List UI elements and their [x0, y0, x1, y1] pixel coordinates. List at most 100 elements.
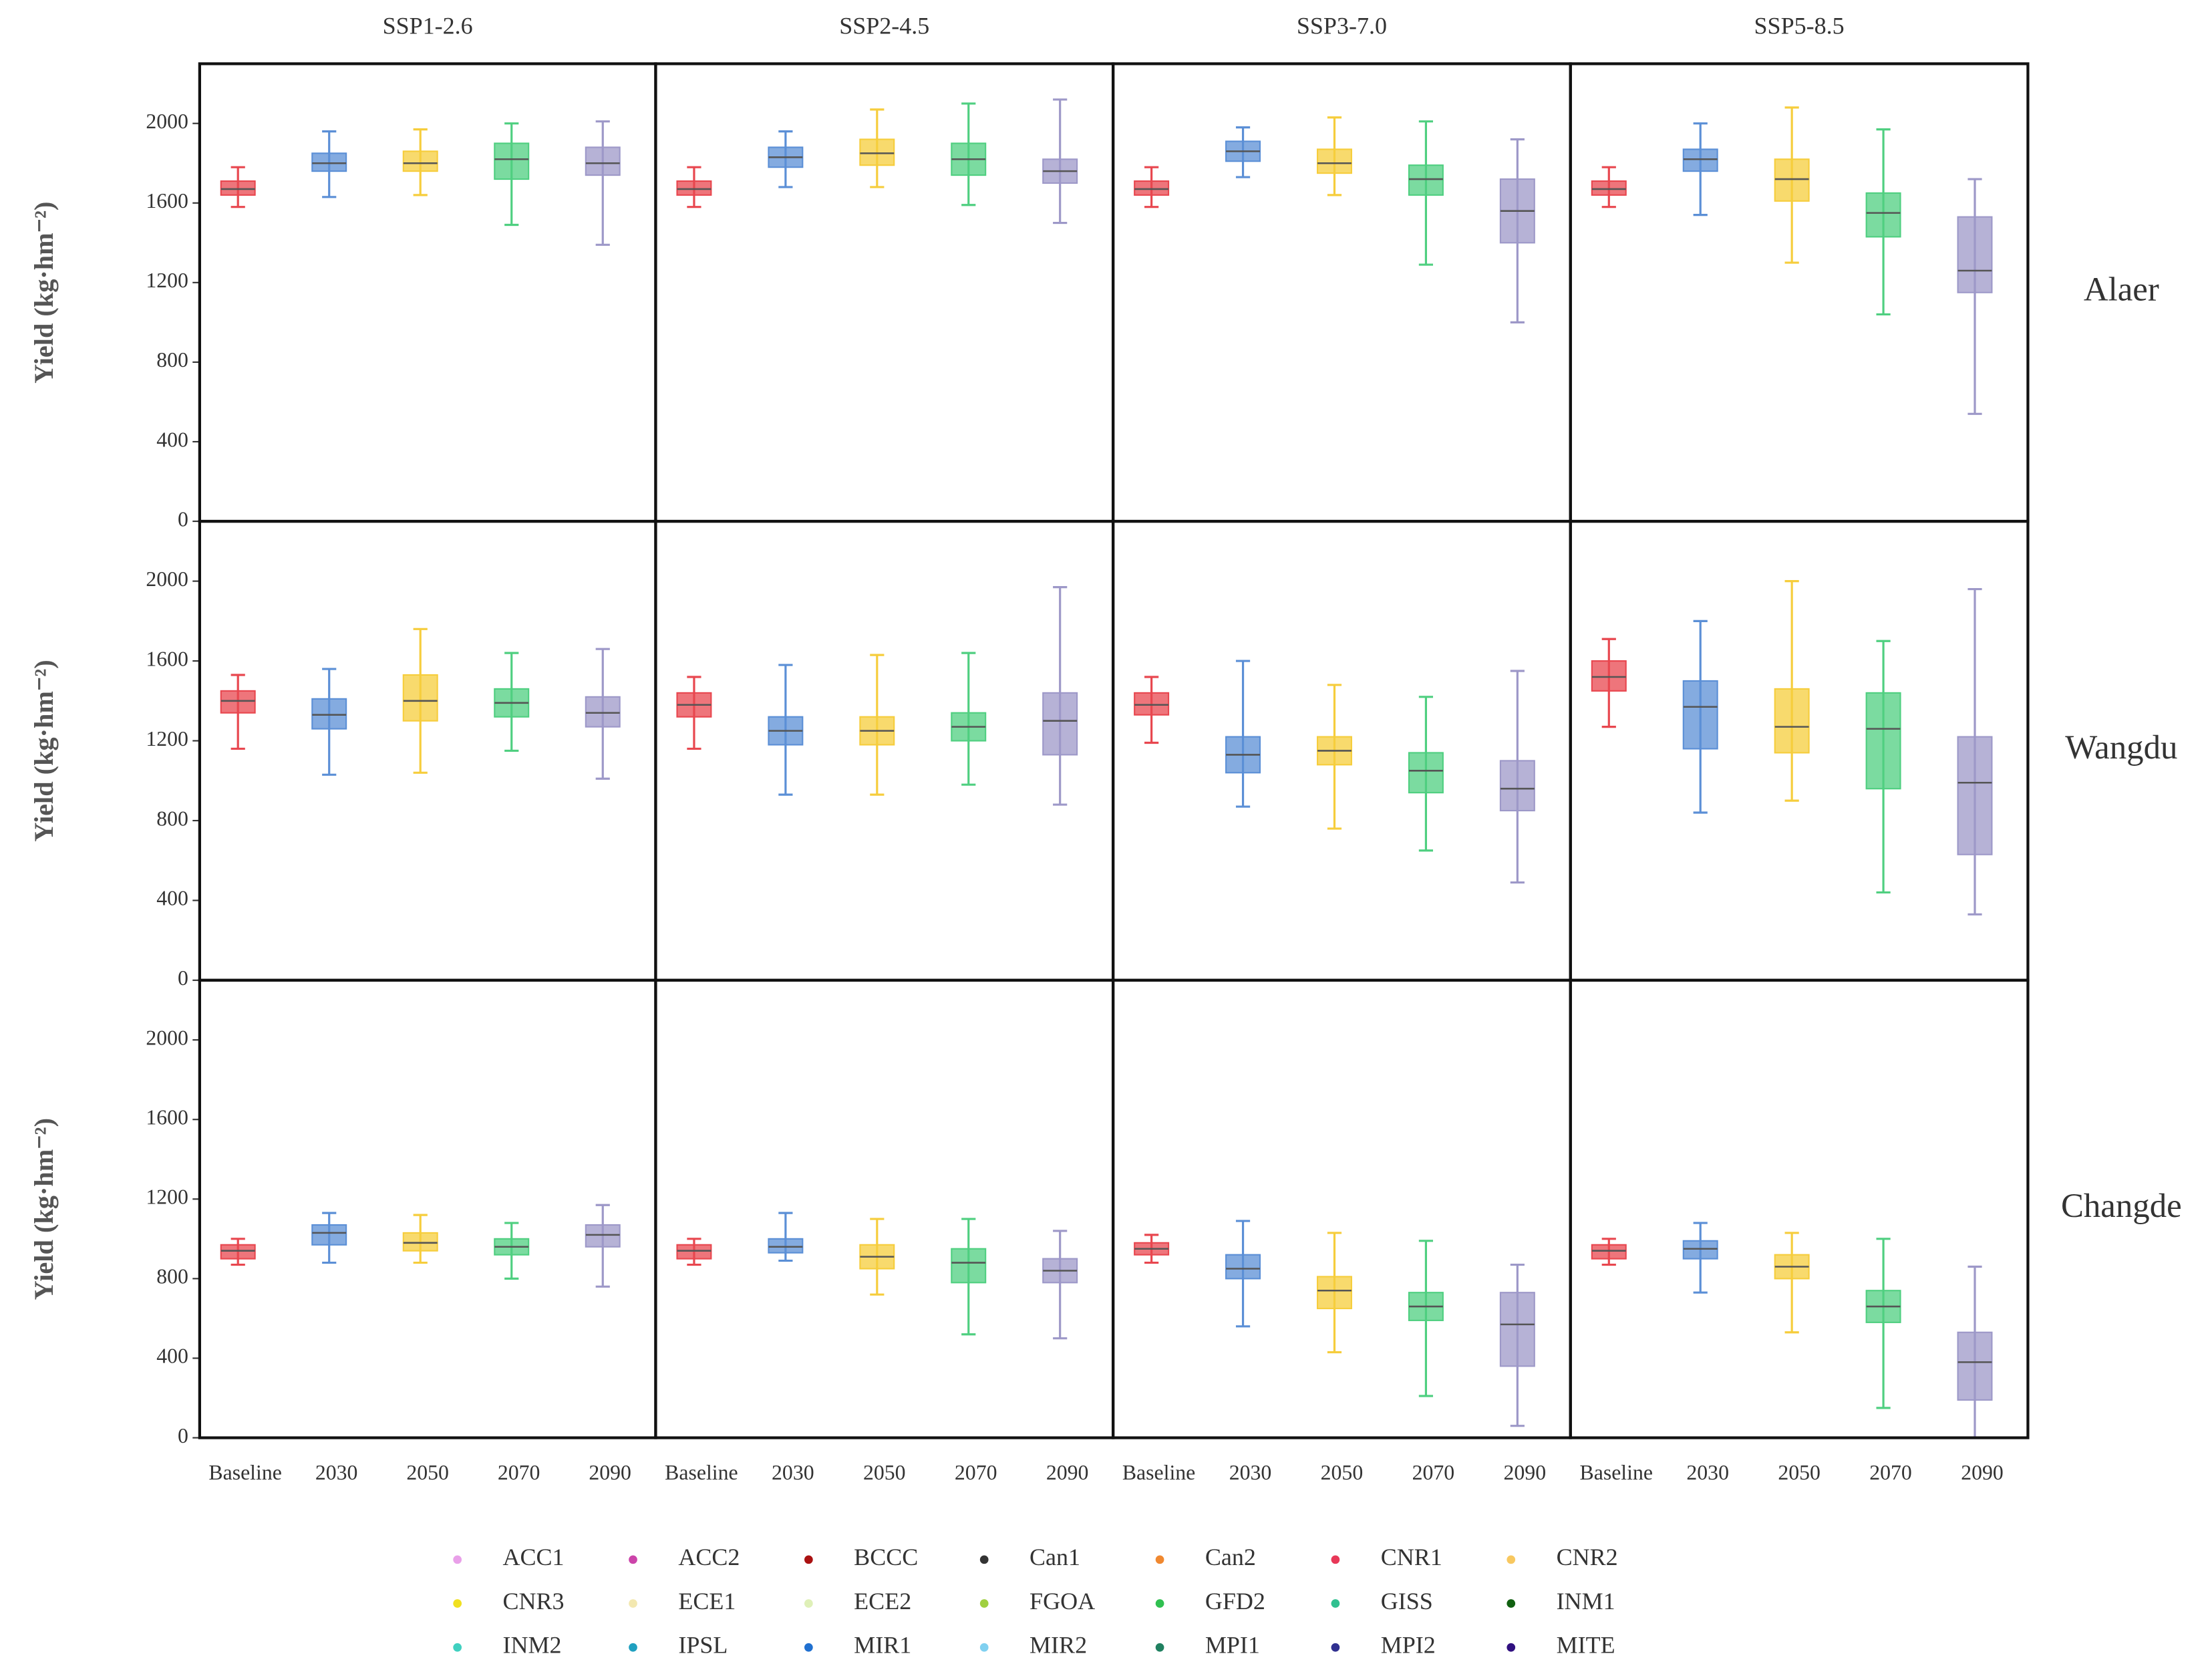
y-tick-label: 2000 — [146, 567, 188, 591]
box — [1957, 736, 1993, 855]
x-tick-label: 2050 — [1321, 1461, 1364, 1484]
legend-label: IPSL — [678, 1632, 728, 1659]
y-tick-label: 0 — [178, 507, 188, 531]
y-tick-label: 1200 — [146, 727, 188, 750]
x-tick-label: 2070 — [498, 1461, 540, 1484]
y-tick-label: 1600 — [146, 647, 188, 670]
box — [859, 138, 895, 166]
legend-marker — [1507, 1555, 1516, 1564]
box — [220, 1244, 256, 1260]
legend-label: MIR2 — [1030, 1632, 1087, 1659]
box — [402, 150, 438, 172]
legend-label: CNR2 — [1557, 1544, 1618, 1570]
legend-label: INM1 — [1557, 1588, 1615, 1615]
x-tick-label: 2090 — [1046, 1461, 1089, 1484]
legend-label: MITE — [1557, 1632, 1615, 1659]
x-tick-label: Baseline — [208, 1461, 281, 1484]
panel-frame — [1569, 978, 2030, 1439]
x-tick-label: 2030 — [1686, 1461, 1729, 1484]
y-tick-label: 400 — [156, 428, 188, 451]
y-tick-label: 400 — [156, 1345, 188, 1368]
box — [1042, 692, 1078, 756]
legend-marker — [629, 1643, 637, 1652]
panel-frame — [198, 62, 657, 523]
legend-label: BCCC — [854, 1544, 918, 1570]
box — [1682, 680, 1718, 750]
x-tick-label: 2070 — [955, 1461, 997, 1484]
box — [1591, 1244, 1627, 1260]
panel-frame — [198, 519, 657, 982]
box — [402, 674, 438, 722]
legend-label: MPI2 — [1381, 1632, 1436, 1659]
x-tick-label: 2090 — [589, 1461, 631, 1484]
box — [585, 1224, 621, 1248]
box — [1591, 180, 1627, 196]
box — [1865, 192, 1901, 238]
box — [1957, 216, 1993, 293]
legend-marker — [1331, 1555, 1340, 1564]
legend-marker — [979, 1599, 989, 1608]
box — [676, 1244, 712, 1260]
legend-label: MIR1 — [854, 1632, 911, 1659]
legend-label: CNR3 — [502, 1588, 564, 1615]
legend-label: ECE2 — [854, 1588, 911, 1615]
legend-marker — [1507, 1599, 1516, 1608]
y-tick-label: 2000 — [146, 110, 188, 133]
box — [1591, 660, 1627, 692]
x-tick-label: Baseline — [1122, 1461, 1195, 1484]
y-tick-label: 1200 — [146, 1185, 188, 1209]
box — [220, 690, 256, 714]
legend-marker — [1155, 1643, 1164, 1652]
box — [1316, 148, 1352, 174]
y-tick-label: 1600 — [146, 1106, 188, 1129]
box — [402, 1232, 438, 1252]
x-tick-label: 2090 — [1961, 1461, 2004, 1484]
box — [311, 1224, 347, 1246]
panel-frame — [654, 978, 1115, 1439]
box — [311, 152, 347, 172]
legend-marker — [979, 1555, 989, 1564]
y-tick-label: 800 — [156, 1265, 188, 1288]
legend-label: ACC2 — [678, 1544, 740, 1570]
y-tick-label: 1200 — [146, 269, 188, 292]
column-title: SSP1-2.6 — [383, 13, 473, 39]
box — [585, 146, 621, 176]
legend-marker — [1331, 1643, 1340, 1652]
y-axis-label: Yield (kg·hm⁻²) — [29, 202, 59, 384]
legend-marker — [629, 1555, 637, 1564]
legend-label: FGOA — [1030, 1588, 1095, 1615]
box — [768, 1238, 804, 1254]
x-tick-label: 2070 — [1869, 1461, 1912, 1484]
box — [1682, 148, 1718, 172]
box — [951, 1248, 987, 1284]
x-tick-label: 2050 — [863, 1461, 906, 1484]
legend-marker — [1155, 1599, 1164, 1608]
legend-marker — [453, 1599, 462, 1608]
box — [1316, 1276, 1352, 1310]
legend-label: ACC1 — [502, 1544, 564, 1570]
panel-frame — [198, 978, 657, 1439]
legend-marker — [804, 1599, 813, 1608]
box — [1865, 692, 1901, 790]
x-tick-label: Baseline — [1580, 1461, 1653, 1484]
box — [1408, 164, 1444, 196]
legend-label: Can1 — [1030, 1544, 1080, 1570]
legend-label: UKES — [502, 1675, 565, 1680]
legend-marker — [1155, 1555, 1164, 1564]
box — [220, 180, 256, 196]
y-tick-label: 0 — [178, 966, 188, 990]
y-tick-label: 0 — [178, 1424, 188, 1447]
legend-label: CNR1 — [1381, 1544, 1442, 1570]
legend-marker — [979, 1643, 989, 1652]
legend-marker — [629, 1599, 637, 1608]
x-tick-label: 2030 — [772, 1461, 814, 1484]
x-tick-label: 2070 — [1412, 1461, 1455, 1484]
box — [676, 180, 712, 196]
legend-label: Can2 — [1205, 1544, 1256, 1570]
box — [1682, 1240, 1718, 1260]
box — [1774, 158, 1810, 202]
column-title: SSP5-8.5 — [1754, 13, 1845, 39]
legend-marker — [804, 1555, 813, 1564]
legend-marker — [453, 1643, 462, 1652]
